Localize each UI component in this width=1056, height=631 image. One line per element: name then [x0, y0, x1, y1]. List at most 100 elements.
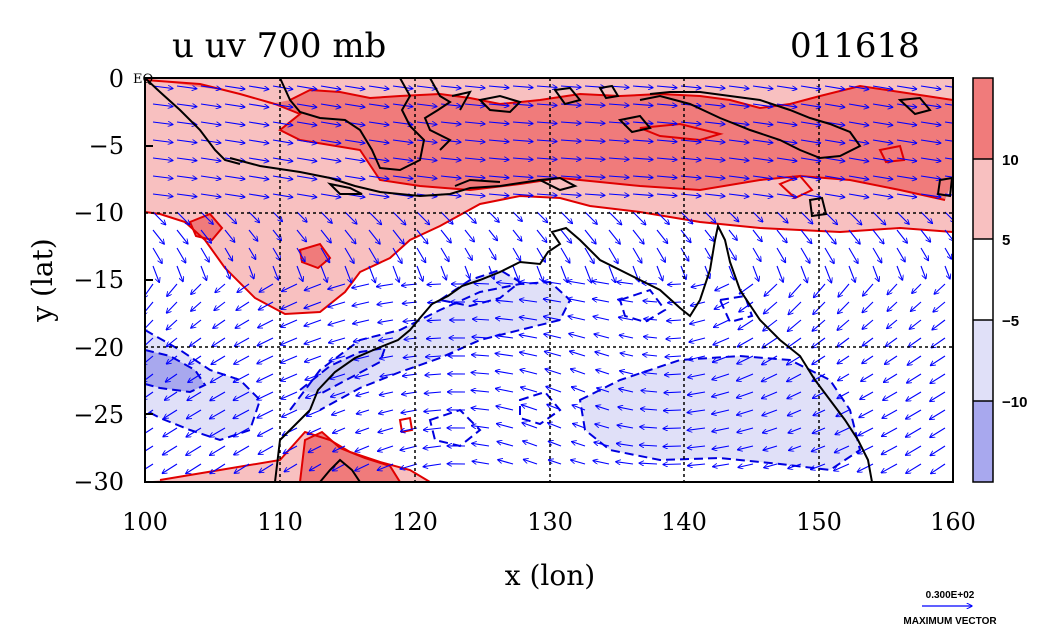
wind-vector	[379, 392, 394, 395]
wind-vector	[234, 445, 250, 455]
wind-vector	[392, 176, 413, 179]
wind-vector	[738, 463, 754, 467]
wind-vector	[906, 445, 922, 455]
wind-vector	[848, 175, 869, 179]
wind-vector	[608, 211, 622, 225]
wind-vector	[379, 409, 394, 414]
wind-vector	[353, 319, 370, 324]
wind-vector	[632, 176, 653, 178]
wind-vector	[944, 175, 953, 178]
wind-vector	[496, 318, 514, 320]
wind-vector	[632, 86, 653, 88]
wind-vector	[881, 463, 898, 473]
x-tick-label: 150	[796, 508, 842, 536]
y-tick-label: −15	[73, 266, 124, 294]
y-tick-label: −5	[89, 132, 124, 160]
wind-vector	[920, 265, 926, 279]
wind-vector	[920, 157, 941, 161]
wind-vector	[464, 247, 472, 260]
wind-vector	[427, 320, 442, 321]
wind-vector	[584, 211, 597, 224]
wind-vector	[930, 427, 946, 437]
wind-vector	[632, 122, 653, 124]
wind-vector	[257, 391, 274, 400]
wind-vector	[368, 211, 382, 225]
wind-vector	[210, 445, 226, 455]
wind-vector	[619, 389, 634, 393]
wind-vector	[224, 211, 237, 224]
wind-vector	[512, 104, 533, 106]
wind-vector	[608, 229, 620, 244]
wind-vector	[248, 265, 254, 279]
wind-vector	[644, 337, 658, 338]
wind-vector	[224, 175, 245, 179]
wind-vector	[680, 247, 689, 261]
wind-vector	[320, 85, 341, 89]
wind-vector	[789, 283, 802, 297]
wind-vector	[248, 193, 269, 197]
wind-vector	[237, 283, 250, 292]
wind-vector	[920, 193, 941, 197]
map-date: 011618	[790, 26, 920, 66]
wind-vector	[190, 337, 202, 346]
wind-vector	[620, 371, 634, 374]
wind-vector	[800, 229, 812, 244]
wind-vector	[392, 140, 413, 143]
wind-vector	[664, 392, 682, 393]
wind-vector	[920, 85, 941, 89]
wind-vector	[145, 337, 154, 348]
wind-vector	[379, 338, 394, 341]
y-tick-label: −10	[73, 199, 124, 227]
wind-vector	[191, 283, 202, 294]
wind-vector	[258, 445, 274, 454]
wind-vector	[307, 427, 322, 434]
wind-vector	[704, 211, 716, 223]
wind-vector	[595, 352, 610, 357]
wind-vector	[224, 229, 235, 242]
wind-vector	[896, 229, 907, 243]
wind-vector	[762, 355, 778, 365]
wind-vector	[464, 194, 485, 196]
wind-vector	[187, 391, 202, 401]
wind-vector	[210, 427, 226, 437]
wind-vector	[848, 265, 855, 282]
wind-vector	[837, 319, 850, 330]
wind-vector	[308, 445, 322, 452]
wind-vector	[909, 319, 922, 329]
wind-vector	[787, 391, 802, 399]
wind-vector	[464, 104, 485, 106]
wind-vector	[368, 157, 389, 161]
wind-vector	[235, 319, 250, 328]
wind-vector	[440, 122, 461, 124]
wind-vector	[440, 211, 453, 224]
wind-vector	[616, 443, 634, 446]
wind-vector	[440, 265, 446, 280]
wind-vector	[762, 409, 778, 416]
wind-vector	[848, 229, 860, 244]
wind-vector	[656, 211, 669, 224]
wind-vector	[934, 283, 946, 294]
wind-vector	[920, 211, 932, 223]
wind-vector	[378, 427, 394, 432]
wind-vector	[863, 283, 874, 296]
wind-vector	[569, 334, 586, 339]
wind-vector	[886, 337, 898, 346]
wind-vector	[896, 85, 917, 89]
wind-vector	[593, 316, 610, 321]
wind-vector	[248, 211, 260, 223]
wind-vector	[712, 391, 730, 397]
wind-vector	[248, 103, 269, 107]
wind-vector	[248, 229, 258, 241]
wind-vector	[272, 229, 281, 241]
wind-vector	[355, 445, 370, 452]
shading-gt-10	[145, 80, 953, 200]
wind-vector	[176, 265, 183, 282]
wind-vector	[488, 104, 509, 106]
wind-vector	[165, 373, 178, 382]
wind-vector	[728, 211, 739, 222]
wind-vector	[296, 193, 317, 197]
wind-vector	[896, 175, 917, 179]
colorbar: 10 5 −5 −10	[972, 77, 1027, 483]
wind-vector	[440, 229, 451, 243]
wind-vector	[764, 463, 778, 468]
